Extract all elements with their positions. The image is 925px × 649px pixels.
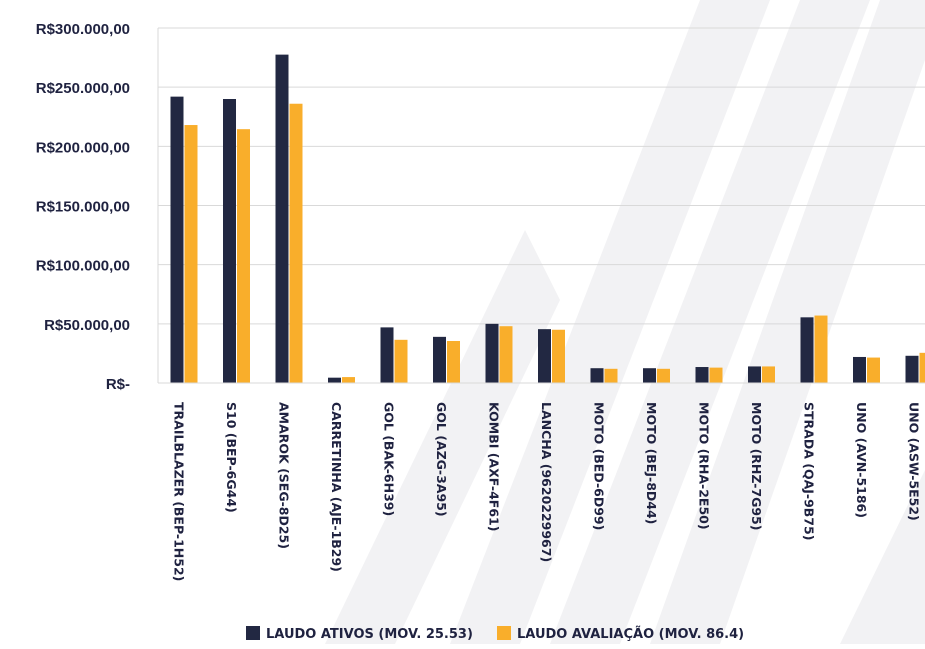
- bar-s1-14: [906, 356, 919, 383]
- bar-s1-8: [591, 368, 604, 383]
- x-category-label-10: MOTO (RHA-2E50): [697, 402, 712, 530]
- bar-s2-4: [395, 340, 408, 383]
- y-tick-label-5: R$250.000,00: [36, 80, 130, 97]
- background-watermark: [325, 0, 925, 644]
- bar-s2-9: [657, 369, 670, 383]
- bar-s2-1: [237, 129, 250, 383]
- bar-s2-5: [447, 341, 460, 383]
- x-category-label-13: UNO (AVN-5186): [854, 402, 869, 518]
- bar-s2-3: [342, 377, 355, 383]
- bar-s2-12: [815, 316, 828, 383]
- x-category-label-7: LANCHA (9620229967): [539, 402, 554, 562]
- legend-label-2: LAUDO AVALIAÇÃO (MOV. 86.4): [517, 626, 744, 642]
- bar-s2-13: [867, 358, 880, 383]
- x-category-label-0: TRAILBLAZER (BEP-1H52): [172, 402, 187, 581]
- bar-s1-9: [643, 368, 656, 383]
- bar-s1-1: [223, 99, 236, 383]
- legend-label-1: LAUDO ATIVOS (MOV. 25.53): [266, 627, 473, 642]
- x-category-label-2: AMAROK (SEG-8D25): [277, 402, 292, 549]
- x-category-label-11: MOTO (RHZ-7G95): [749, 402, 764, 530]
- bar-s2-6: [500, 326, 513, 383]
- x-category-label-3: CARRETINHA (AJE-1B29): [329, 402, 344, 572]
- bar-s2-11: [762, 366, 775, 383]
- bar-s2-10: [710, 368, 723, 383]
- y-tick-label-2: R$100.000,00: [36, 258, 130, 275]
- y-tick-label-1: R$50.000,00: [44, 317, 130, 334]
- x-category-label-12: STRADA (QAJ-9B75): [802, 402, 817, 540]
- bar-s2-0: [185, 125, 198, 383]
- bar-s2-14: [920, 353, 925, 383]
- bar-s1-3: [328, 378, 341, 383]
- y-tick-label-3: R$150.000,00: [36, 199, 130, 216]
- bar-s1-10: [696, 367, 709, 383]
- y-axis-tick-labels: R$- R$50.000,00 R$100.000,00 R$150.000,00 R$…: [36, 21, 130, 393]
- legend-swatch-1: [246, 626, 260, 640]
- x-category-label-4: GOL (BAK-6H39): [382, 402, 397, 516]
- x-category-label-8: MOTO (BED-6D99): [592, 402, 607, 530]
- y-tick-label-4: R$200.000,00: [36, 139, 130, 156]
- x-category-label-5: GOL (AZG-3A95): [434, 402, 449, 517]
- bar-s1-7: [538, 329, 551, 383]
- x-category-label-9: MOTO (BEJ-8D44): [644, 402, 659, 524]
- y-tick-label-0: R$-: [106, 376, 130, 393]
- bar-s1-11: [748, 366, 761, 383]
- bar-s1-0: [171, 97, 184, 383]
- bar-s1-2: [276, 55, 289, 383]
- bar-s1-12: [801, 317, 814, 383]
- bar-s1-13: [853, 357, 866, 383]
- x-axis-category-labels: TRAILBLAZER (BEP-1H52) S10 (BEP-6G44) AMAR…: [172, 402, 922, 581]
- legend-swatch-2: [497, 626, 511, 640]
- x-category-label-14: UNO (ASW-5E52): [907, 402, 922, 521]
- bar-s2-8: [605, 369, 618, 383]
- x-category-label-1: S10 (BEP-6G44): [224, 402, 239, 513]
- bar-s1-4: [381, 327, 394, 383]
- bar-s1-6: [486, 324, 499, 383]
- y-tick-label-6: R$300.000,00: [36, 21, 130, 38]
- x-category-label-6: KOMBI (AXF-4F61): [487, 402, 502, 531]
- bar-s2-7: [552, 330, 565, 383]
- bar-s2-2: [290, 104, 303, 383]
- bar-s1-5: [433, 337, 446, 383]
